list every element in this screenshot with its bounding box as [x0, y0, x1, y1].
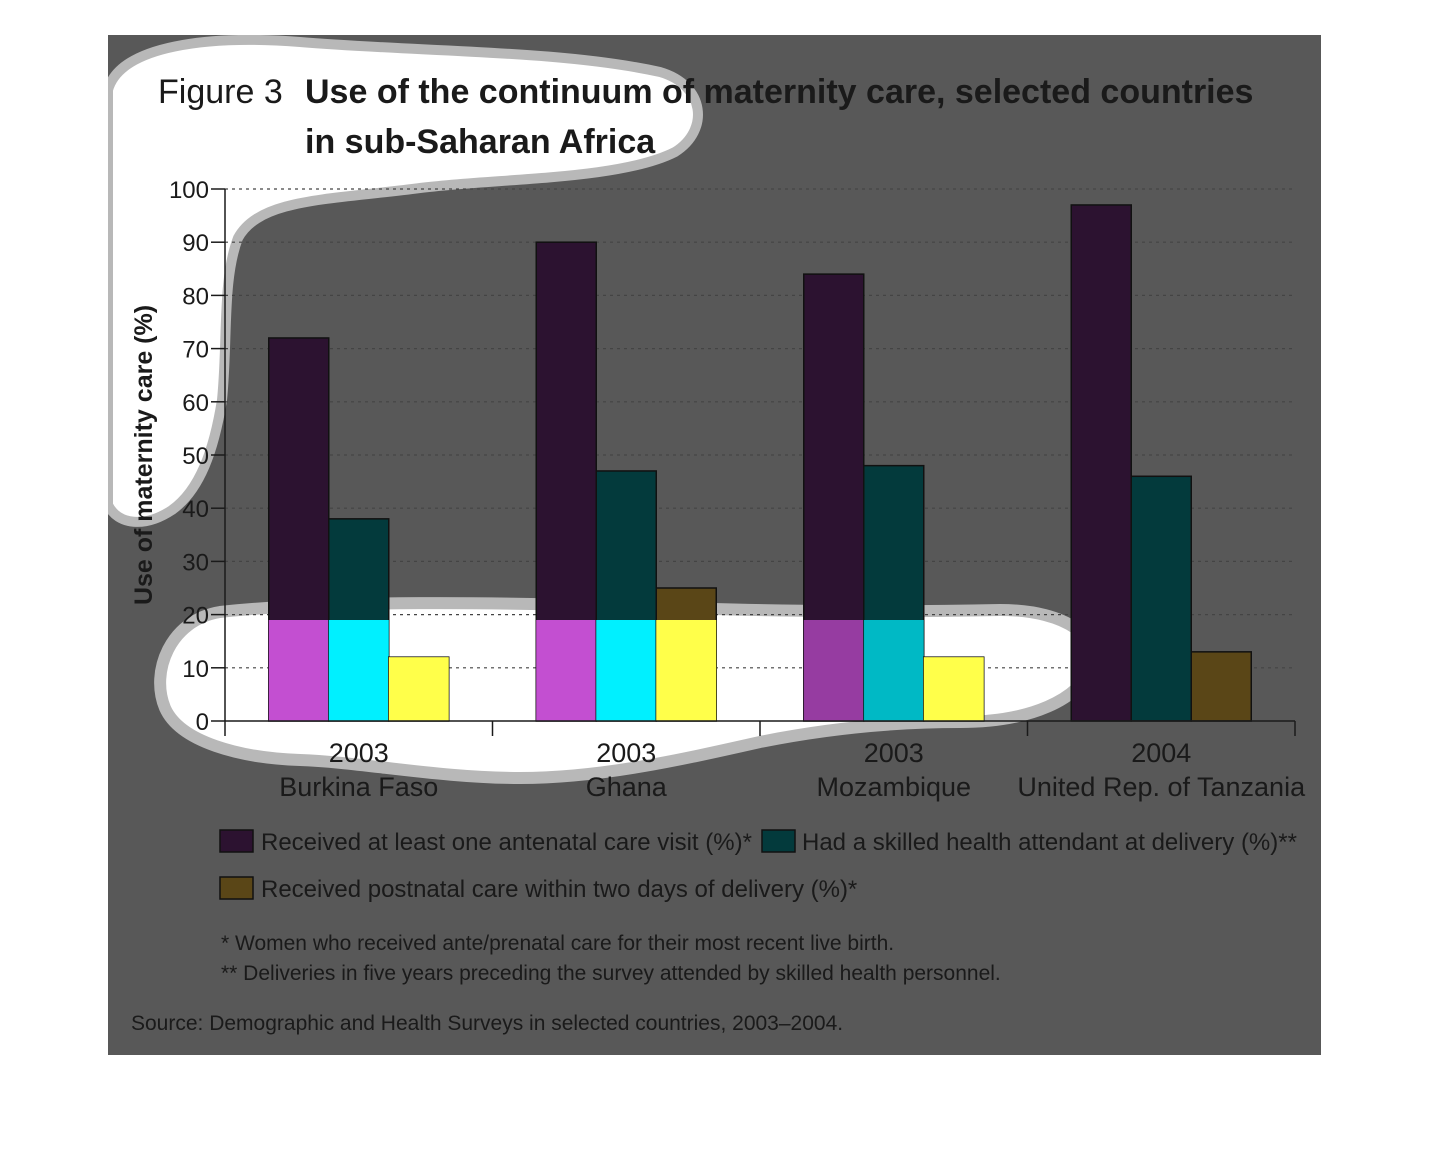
- category-year-label: 2004: [1131, 738, 1191, 768]
- y-axis-title: Use of maternity care (%): [130, 305, 158, 605]
- y-tick-label: 100: [169, 177, 209, 204]
- bars: [268, 204, 1252, 722]
- legend-label-antenatal: Received at least one antenatal care vis…: [261, 829, 752, 856]
- y-tick-label: 10: [182, 656, 209, 683]
- bar-series-2-united-rep-of-tanzania: [1130, 475, 1192, 722]
- source-note: Source: Demographic and Health Surveys i…: [131, 1012, 843, 1035]
- figure-title-line-1: Use of the continuum of maternity care, …: [305, 73, 1253, 111]
- legend-swatch-skilled-attendant: [761, 829, 796, 853]
- bar-highlight-series-2: [596, 620, 657, 721]
- bar-highlight-series-3: [923, 657, 984, 721]
- bar-series-3-united-rep-of-tanzania: [1190, 651, 1252, 722]
- title-highlight-blob: [108, 35, 703, 527]
- legend-swatch-postnatal: [219, 876, 254, 900]
- bar-highlight-series-1: [268, 620, 329, 721]
- bar-highlight-series-3: [656, 620, 717, 721]
- y-tick-label: 30: [182, 549, 209, 576]
- bar-highlight-series-3: [388, 657, 449, 721]
- category-year-label: 2003: [596, 738, 656, 768]
- figure-title-line-2: in sub-Saharan Africa: [305, 123, 656, 161]
- footnote-2: ** Deliveries in five years preceding th…: [221, 962, 1001, 985]
- y-tick-label: 60: [182, 390, 209, 417]
- legend-label-skilled-attendant: Had a skilled health attendant at delive…: [802, 829, 1297, 856]
- category-year-label: 2003: [864, 738, 924, 768]
- legend-swatch-antenatal: [219, 829, 254, 853]
- footnote-1: * Women who received ante/prenatal care …: [221, 932, 894, 955]
- y-tick-label: 0: [196, 709, 209, 736]
- y-tick-label: 50: [182, 443, 209, 470]
- category-country-label: Ghana: [586, 772, 668, 802]
- axes: [211, 188, 1296, 736]
- category-labels: 2003 Burkina Faso 2003 Ghana 2003 Mozambique 2…: [279, 738, 1306, 802]
- bar-highlight-series-1: [536, 620, 597, 721]
- y-tick-label: 40: [182, 496, 209, 523]
- bar-highlight-series-2: [328, 620, 389, 721]
- y-tick-label: 70: [182, 337, 209, 364]
- y-tick-label: 90: [182, 230, 209, 257]
- category-country-label: United Rep. of Tanzania: [1017, 772, 1306, 802]
- bar-series-1-united-rep-of-tanzania: [1070, 204, 1132, 722]
- y-tick-labels: 0 10 20 30 40 50 60 70 80 90 100: [169, 177, 209, 736]
- category-country-label: Mozambique: [816, 772, 971, 802]
- y-tick-label: 80: [182, 283, 209, 310]
- legend-label-postnatal: Received postnatal care within two days …: [261, 876, 857, 903]
- bar-highlight-series-1: [803, 620, 864, 721]
- category-country-label: Burkina Faso: [279, 772, 438, 802]
- legend: Received at least one antenatal care vis…: [219, 829, 1297, 903]
- y-tick-label: 20: [182, 603, 209, 630]
- bar-highlight-series-2: [863, 620, 924, 721]
- figure-label: Figure 3: [158, 73, 283, 111]
- category-year-label: 2003: [329, 738, 389, 768]
